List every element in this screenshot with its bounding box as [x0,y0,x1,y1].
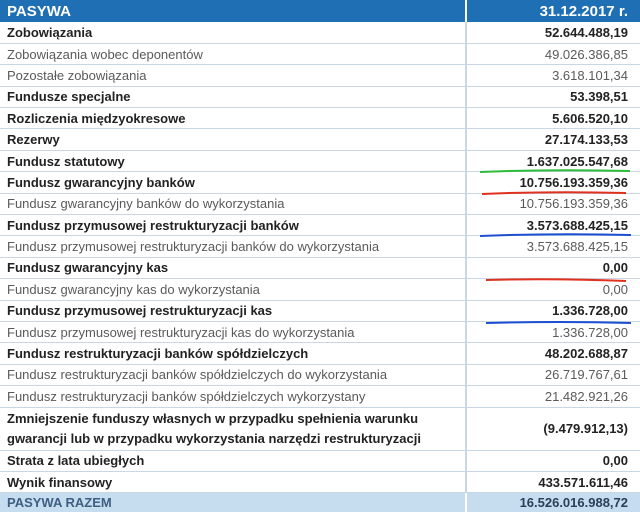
table-row: Strata z lata ubiegłych 0,00 [0,450,640,472]
row-label: Fundusz przymusowej restrukturyzacji ban… [0,235,466,258]
row-label: Fundusz restrukturyzacji banków spółdzie… [0,364,466,387]
table-row: Fundusz przymusowej restrukturyzacji ban… [0,235,640,258]
table-row: Rozliczenia międzyokresowe 5.606.520,10 [0,107,640,130]
table-row: Rezerwy 27.174.133,53 [0,128,640,151]
row-label: Fundusz gwarancyjny banków do wykorzysta… [0,193,466,216]
row-value: 26.719.767,61 [465,364,640,387]
row-value: 1.336.728,00 [465,321,640,344]
table-row: Fundusz gwarancyjny banków do wykorzysta… [0,193,640,216]
row-label: Wynik finansowy [0,471,466,494]
footer-row: PASYWA RAZEM 16.526.016.988,72 [0,492,640,512]
table-row: Fundusz restrukturyzacji banków spółdzie… [0,342,640,365]
table-row: Zmniejszenie funduszy własnych w przypad… [0,407,640,451]
table-row: Fundusz gwarancyjny kas do wykorzystania… [0,278,640,301]
table-row: Fundusze specjalne 53.398,51 [0,86,640,109]
table-row: Fundusz statutowy 1.637.025.547,68 [0,150,640,173]
row-value: 21.482.921,26 [465,385,640,408]
row-value: 3.573.688.425,15 [465,235,640,258]
row-label: Zobowiązania wobec deponentów [0,43,466,66]
row-value: 5.606.520,10 [465,107,640,130]
table-row: Pozostałe zobowiązania 3.618.101,34 [0,64,640,87]
row-label: Fundusz gwarancyjny banków [0,171,466,194]
row-label: Strata z lata ubiegłych [0,450,466,472]
row-label: Fundusz statutowy [0,150,466,173]
row-label: Fundusz gwarancyjny kas [0,257,466,280]
row-label: Fundusze specjalne [0,86,466,109]
row-label: Fundusz restrukturyzacji banków spółdzie… [0,385,466,408]
table-row: Fundusz przymusowej restrukturyzacji ban… [0,214,640,237]
table-row: Fundusz restrukturyzacji banków spółdzie… [0,385,640,408]
row-value: 433.571.611,46 [465,471,640,494]
table-row: Zobowiązania 52.644.488,19 [0,22,640,44]
row-value: 1.336.728,00 [465,300,640,322]
row-value: 27.174.133,53 [465,128,640,151]
row-value: 0,00 [465,257,640,280]
row-value: 48.202.688,87 [465,342,640,365]
row-value: 49.026.386,85 [465,43,640,66]
footer-label: PASYWA RAZEM [7,495,112,511]
row-value: 3.618.101,34 [465,64,640,87]
table-row: Fundusz gwarancyjny banków 10.756.193.359… [0,171,640,194]
header-date: 31.12.2017 r. [465,0,640,22]
row-label: Zmniejszenie funduszy własnych w przypad… [0,407,466,451]
table-row: Fundusz gwarancyjny kas 0,00 [0,257,640,280]
row-value: 0,00 [465,450,640,472]
table-row: Wynik finansowy 433.571.611,46 [0,471,640,494]
row-label: Pozostałe zobowiązania [0,64,466,87]
row-value: 1.637.025.547,68 [465,150,640,173]
row-label: Fundusz przymusowej restrukturyzacji ban… [0,214,466,237]
row-value: 53.398,51 [465,86,640,109]
row-label: Zobowiązania [0,22,466,44]
row-value: 3.573.688.425,15 [465,214,640,237]
row-value: 10.756.193.359,36 [465,193,640,216]
row-label: Fundusz przymusowej restrukturyzacji kas… [0,321,466,344]
row-label: Rezerwy [0,128,466,151]
table-row: Zobowiązania wobec deponentów 49.026.386,… [0,43,640,66]
row-value: 52.644.488,19 [465,22,640,44]
table-row: Fundusz przymusowej restrukturyzacji kas… [0,321,640,344]
row-value: 0,00 [465,278,640,301]
header-title: PASYWA [7,2,71,20]
table-row: Fundusz restrukturyzacji banków spółdzie… [0,364,640,387]
table-row: Fundusz przymusowej restrukturyzacji kas… [0,300,640,322]
row-value: 10.756.193.359,36 [465,171,640,194]
row-label: Fundusz przymusowej restrukturyzacji kas [0,300,466,322]
row-label: Fundusz gwarancyjny kas do wykorzystania [0,278,466,301]
row-label: Fundusz restrukturyzacji banków spółdzie… [0,342,466,365]
row-value: (9.479.912,13) [465,407,640,451]
header-row: PASYWA 31.12.2017 r. [0,0,640,22]
footer-value: 16.526.016.988,72 [465,492,640,512]
row-label: Rozliczenia międzyokresowe [0,107,466,130]
